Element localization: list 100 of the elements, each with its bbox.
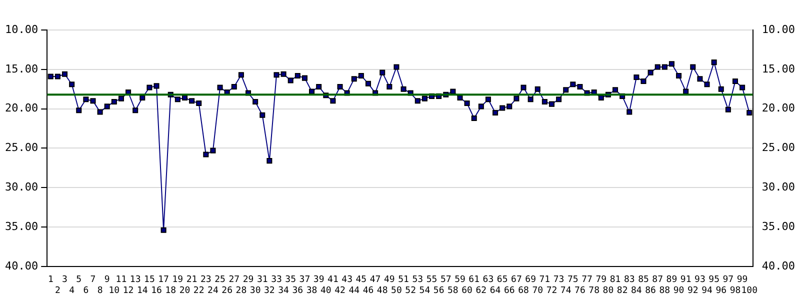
x-tick-label: 48 bbox=[376, 286, 388, 296]
x-tick-label: 32 bbox=[264, 286, 275, 296]
x-tick-label: 63 bbox=[482, 275, 494, 286]
x-tick-label: 54 bbox=[419, 286, 430, 296]
x-tick-label: 74 bbox=[560, 286, 572, 296]
x-tick-label: 46 bbox=[362, 286, 374, 296]
y2-tick-label: 40.00 bbox=[762, 259, 796, 272]
x-tick-label: 25 bbox=[214, 275, 226, 286]
y2-tick-label: 20.00 bbox=[762, 102, 796, 115]
x-tick-label: 83 bbox=[624, 275, 635, 286]
x-tick-label: 23 bbox=[200, 275, 212, 286]
x-tick-label: 89 bbox=[666, 275, 678, 286]
y2-tick-label: 35.00 bbox=[762, 220, 796, 233]
x-tick-label: 84 bbox=[631, 286, 642, 296]
x-tick-label: 19 bbox=[172, 275, 184, 286]
x-tick-label: 58 bbox=[448, 286, 458, 296]
x-tick-label: 5 bbox=[76, 275, 82, 286]
x-tick-label: 13 bbox=[130, 275, 141, 286]
x-tick-label: 78 bbox=[588, 286, 600, 296]
x-tick-label: 28 bbox=[236, 286, 247, 296]
x-tick-label: 45 bbox=[356, 275, 367, 286]
x-tick-label: 27 bbox=[228, 275, 240, 286]
x-tick-label: 53 bbox=[412, 275, 424, 286]
x-tick-label: 26 bbox=[222, 286, 233, 296]
x-tick-label: 44 bbox=[348, 286, 360, 296]
x-tick-label: 65 bbox=[496, 275, 508, 286]
x-tick-label: 66 bbox=[504, 286, 515, 296]
x-tick-label: 70 bbox=[532, 286, 544, 296]
x-tick-label: 77 bbox=[582, 275, 592, 286]
x-tick-label: 21 bbox=[186, 275, 198, 286]
x-tick-label: 88 bbox=[659, 286, 670, 296]
x-tick-label: 62 bbox=[476, 286, 487, 296]
x-tick-label: 96 bbox=[716, 286, 727, 296]
x-tick-label: 97 bbox=[722, 275, 734, 286]
x-tick-label: 4 bbox=[69, 286, 75, 296]
x-tick-label: 52 bbox=[405, 286, 416, 296]
x-tick-label: 7 bbox=[90, 275, 96, 286]
x-tick-label: 39 bbox=[313, 275, 324, 286]
x-tick-label: 57 bbox=[440, 275, 452, 286]
x-tick-label: 47 bbox=[370, 275, 381, 286]
x-tick-label: 15 bbox=[144, 275, 155, 286]
x-tick-label: 59 bbox=[454, 275, 466, 286]
x-tick-label: 42 bbox=[334, 286, 346, 296]
x-tick-label: 16 bbox=[151, 286, 162, 296]
x-tick-label: 35 bbox=[285, 275, 296, 286]
x-tick-label: 51 bbox=[398, 275, 409, 286]
x-tick-label: 31 bbox=[256, 275, 268, 286]
y-tick-label: 30.00 bbox=[4, 180, 38, 194]
y-tick-label: 15.00 bbox=[4, 62, 38, 76]
x-tick-label: 69 bbox=[525, 275, 536, 286]
x-tick-label: 24 bbox=[208, 286, 218, 296]
x-tick-label: 2 bbox=[54, 286, 60, 296]
x-tick-label: 29 bbox=[242, 275, 254, 286]
x-tick-label: 92 bbox=[687, 286, 698, 296]
x-tick-label: 72 bbox=[546, 286, 558, 296]
x-tick-label: 34 bbox=[278, 286, 289, 296]
x-tick-label: 56 bbox=[433, 286, 444, 296]
y2-tick-label: 25.00 bbox=[762, 141, 796, 154]
x-tick-label: 49 bbox=[384, 275, 395, 286]
x-tick-label: 22 bbox=[193, 286, 204, 296]
x-tick-label: 67 bbox=[511, 275, 522, 286]
y-tick-label: 10.00 bbox=[4, 22, 38, 36]
x-tick-label: 37 bbox=[299, 275, 310, 286]
x-tick-label: 14 bbox=[136, 286, 148, 296]
x-tick-label: 11 bbox=[116, 275, 127, 286]
x-tick-label: 60 bbox=[462, 286, 472, 296]
x-tick-label: 71 bbox=[539, 275, 550, 286]
x-tick-label: 82 bbox=[616, 286, 628, 296]
x-tick-label: 8 bbox=[97, 286, 103, 296]
x-tick-label: 99 bbox=[736, 275, 748, 286]
x-tick-label: 81 bbox=[610, 275, 621, 286]
x-tick-label: 12 bbox=[122, 286, 134, 296]
x-tick-label: 73 bbox=[553, 275, 564, 286]
x-tick-label: 38 bbox=[306, 286, 318, 296]
y-tick-label: 35.00 bbox=[4, 220, 38, 233]
x-tick-label: 20 bbox=[179, 286, 190, 296]
x-tick-label: 80 bbox=[602, 286, 614, 296]
x-tick-label: 68 bbox=[518, 286, 529, 296]
x-tick-label: 9 bbox=[104, 275, 110, 286]
x-tick-label: 18 bbox=[165, 286, 176, 296]
x-tick-label: 36 bbox=[292, 286, 304, 296]
x-tick-label: 30 bbox=[250, 286, 261, 296]
y2-tick-label: 30.00 bbox=[762, 180, 796, 194]
x-tick-label: 50 bbox=[391, 286, 402, 296]
x-tick-label: 79 bbox=[596, 275, 607, 286]
x-tick-label: 94 bbox=[702, 286, 712, 296]
y2-tick-label: 15.00 bbox=[762, 62, 796, 76]
x-tick-label: 17 bbox=[158, 275, 169, 286]
x-tick-label: 1 bbox=[48, 275, 54, 286]
x-tick-label: 55 bbox=[426, 275, 438, 286]
x-tick-label: 64 bbox=[490, 286, 501, 296]
y-tick-label: 40.00 bbox=[4, 259, 38, 272]
x-tick-label: 95 bbox=[708, 275, 720, 286]
x-tick-label: 90 bbox=[673, 286, 684, 296]
x-tick-label: 76 bbox=[574, 286, 586, 296]
x-tick-label: 3 bbox=[62, 275, 68, 286]
x-tick-label: 10 bbox=[108, 286, 120, 296]
x-tick-label: 43 bbox=[342, 275, 352, 286]
y2-tick-label: 10.00 bbox=[762, 22, 796, 36]
x-tick-label: 98 bbox=[730, 286, 741, 296]
